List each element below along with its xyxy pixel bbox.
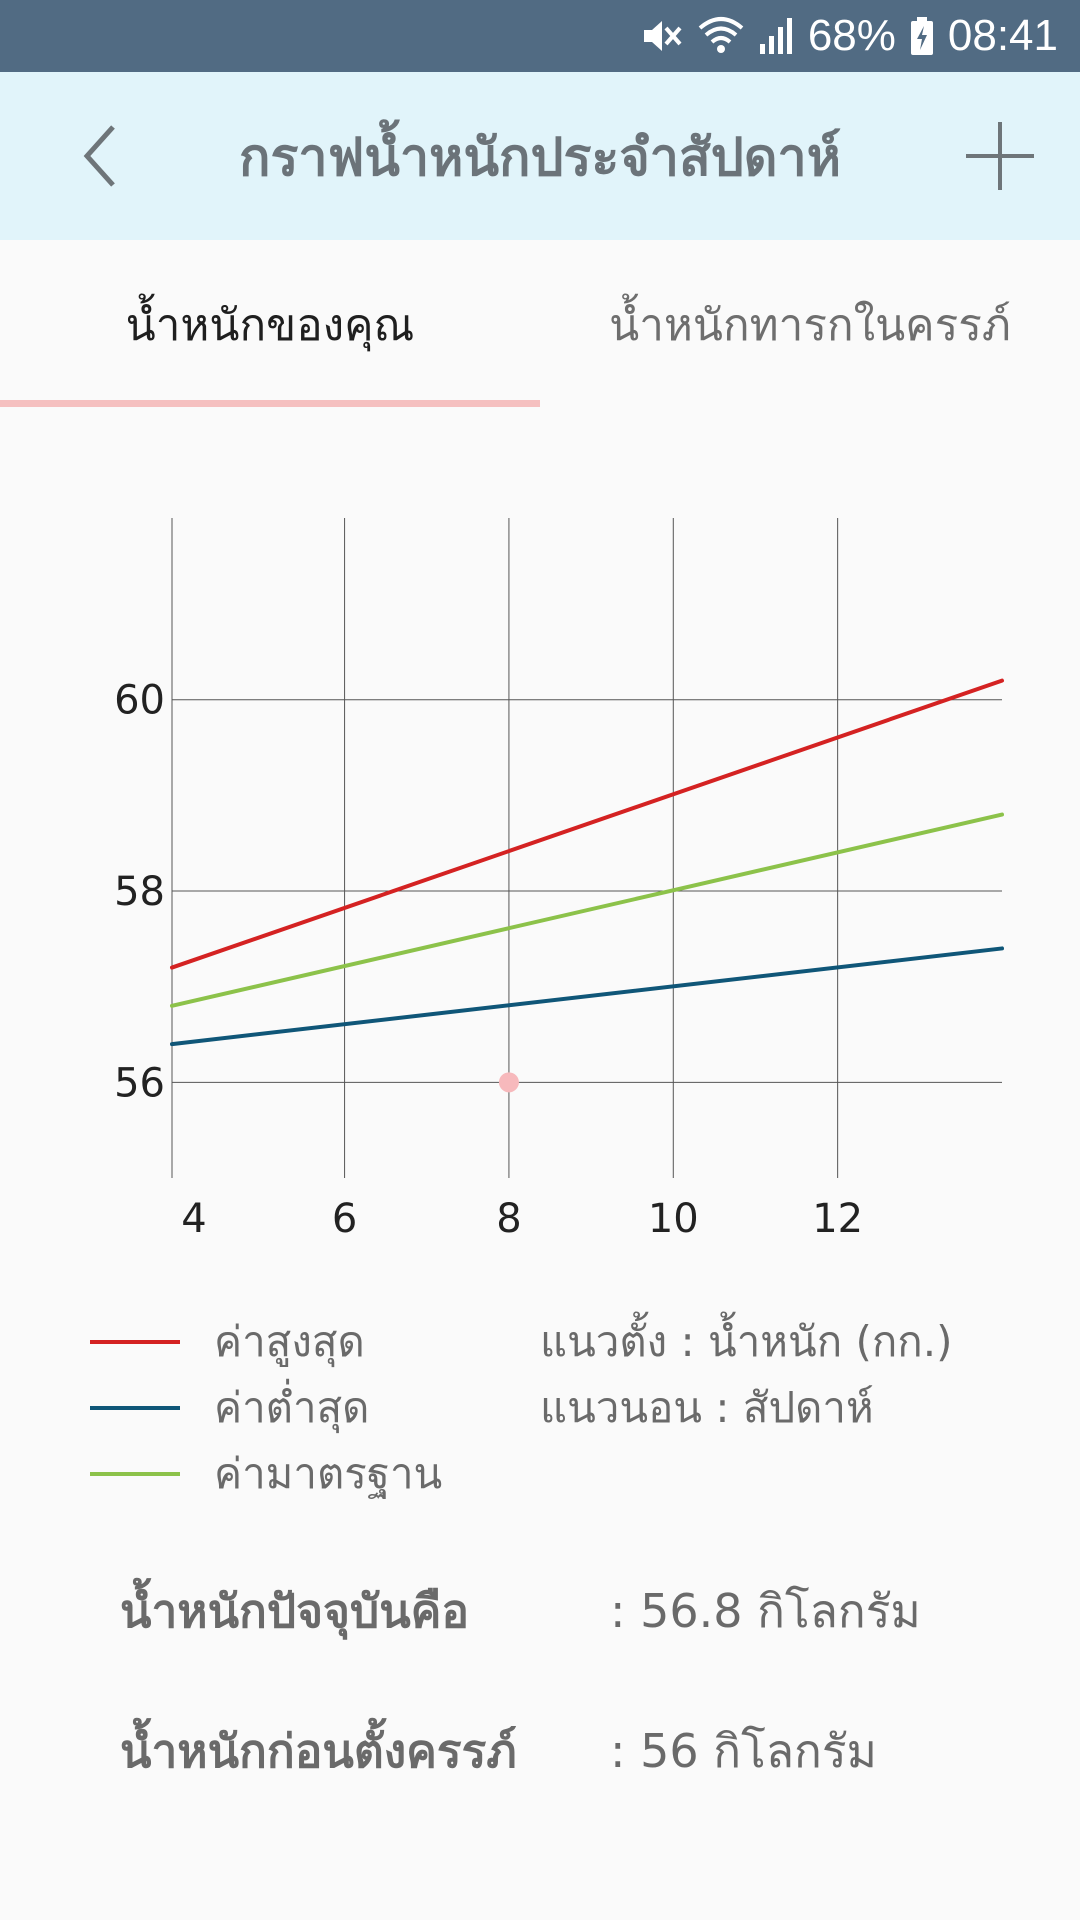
x-tick-label: 10 [648, 1196, 699, 1242]
y-tick-label: 56 [114, 1060, 165, 1106]
legend-label-max: ค่าสูงสุด [214, 1317, 365, 1366]
horizontal-axis-note: แนวนอน : สัปดาห์ [540, 1383, 874, 1432]
battery-percent: 68% [807, 11, 896, 60]
app-bar: กราฟน้ำหนักประจำสัปดาห์ [0, 72, 1080, 240]
chevron-left-icon [83, 125, 115, 187]
current-week-point [498, 1072, 519, 1093]
legend-label-standard: ค่ามาตรฐาน [214, 1449, 443, 1498]
legend-item-min: ค่าต่ำสุด [90, 1378, 369, 1438]
pre-pregnancy-weight-row: น้ำหนักก่อนตั้งครรภ์ : 56 กิโลกรัม [120, 1706, 1020, 1796]
tab-your-weight[interactable]: น้ำหนักของคุณ [125, 300, 415, 351]
tab-baby-weight[interactable]: น้ำหนักทารกในครรภ์ [609, 300, 1011, 351]
page-title: กราฟน้ำหนักประจำสัปดาห์ [238, 127, 841, 188]
signal-icon [758, 16, 794, 56]
legend-item-standard: ค่ามาตรฐาน [90, 1444, 442, 1504]
active-tab-indicator [0, 400, 540, 407]
mute-icon [640, 16, 684, 56]
back-button[interactable] [50, 106, 150, 206]
clock: 08:41 [947, 11, 1058, 60]
y-tick-label: 58 [114, 869, 165, 915]
current-weight-label: น้ำหนักปัจจุบันคือ [120, 1583, 470, 1638]
series-line [170, 812, 1004, 1008]
legend-line-min [90, 1406, 180, 1410]
x-tick-label: 8 [496, 1196, 521, 1242]
series-line [170, 946, 1004, 1047]
battery-charging-icon [910, 16, 934, 56]
series-line [170, 678, 1004, 970]
wifi-icon [698, 16, 744, 56]
legend-line-standard [90, 1472, 180, 1476]
legend-label-min: ค่าต่ำสุด [214, 1383, 370, 1432]
legend-line-max [90, 1340, 180, 1344]
pre-pregnancy-weight-label: น้ำหนักก่อนตั้งครรภ์ [120, 1723, 517, 1778]
current-weight-value: : 56.8 กิโลกรัม [610, 1583, 921, 1638]
weight-line-chart: 4 6 8 10 12 56 58 60 [114, 518, 1004, 1242]
chart-legend: ค่าสูงสุด ค่าต่ำสุด ค่ามาตรฐาน แนวตั้ง :… [0, 1300, 1080, 1510]
x-tick-label: 12 [812, 1196, 863, 1242]
status-icons: 68% 08:41 [640, 0, 1058, 72]
current-weight-row: น้ำหนักปัจจุบันคือ : 56.8 กิโลกรัม [120, 1566, 1020, 1656]
status-bar: 68% 08:41 [0, 0, 1080, 72]
vertical-axis-note: แนวตั้ง : น้ำหนัก (กก.) [540, 1317, 953, 1366]
weekly-weight-chart: 4 6 8 10 12 56 58 60 [0, 480, 1080, 1260]
plus-icon [966, 122, 1034, 190]
x-tick-label: 6 [332, 1196, 357, 1242]
tab-bar: น้ำหนักของคุณ น้ำหนักทารกในครรภ์ [0, 240, 1080, 410]
x-tick-label: 4 [181, 1196, 206, 1242]
pre-pregnancy-weight-value: : 56 กิโลกรัม [610, 1723, 877, 1778]
legend-item-max: ค่าสูงสุด [90, 1312, 365, 1372]
add-button[interactable] [950, 106, 1050, 206]
y-tick-label: 60 [114, 678, 165, 724]
